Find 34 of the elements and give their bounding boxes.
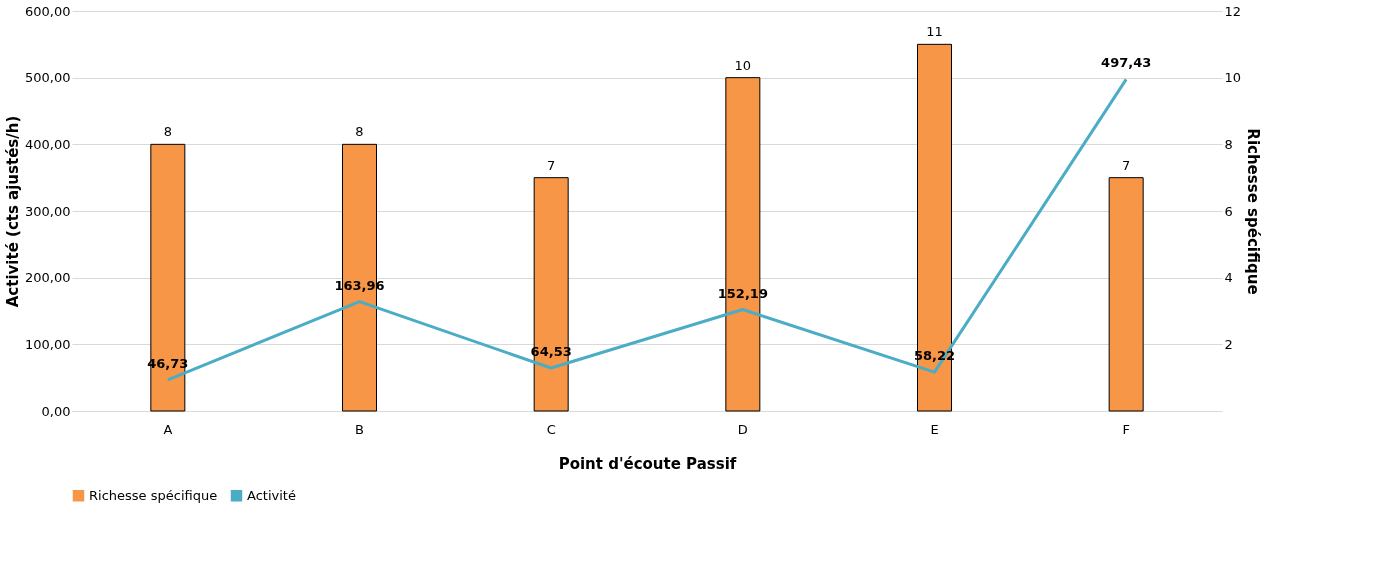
data-label: 8 (355, 124, 364, 140)
y-axis-title: Activité (cts ajustés/h) (4, 115, 23, 308)
bar (533, 177, 569, 412)
data-label: 8 (163, 124, 172, 140)
legend-label: Richesse spécifique (89, 487, 218, 503)
y-tick-label: 500,00 (25, 70, 71, 86)
y-tick-label: 200,00 (25, 270, 71, 286)
y2-tick-label: 12 (1224, 3, 1242, 19)
y-tick-label: 100,00 (25, 336, 71, 352)
y2-axis-title: Richesse spécifique (1244, 128, 1263, 295)
data-label: 7 (547, 157, 556, 173)
y-tick-label: 600,00 (25, 3, 71, 19)
x-tick-label: F (1122, 421, 1130, 437)
legend-label: Activité (247, 487, 296, 503)
data-label: 11 (926, 24, 943, 40)
y-tick-label: 300,00 (25, 203, 71, 219)
y2-tick-label: 6 (1224, 203, 1233, 219)
y2-tick-label: 2 (1224, 336, 1233, 352)
x-tick-label: A (163, 421, 173, 437)
x-tick-label: D (737, 421, 748, 437)
data-label: 10 (734, 57, 752, 73)
x-axis-title: Point d'écoute Passif (558, 454, 737, 473)
y2-tick-label: 4 (1224, 270, 1233, 286)
data-label: 497,43 (1101, 55, 1152, 71)
bar (917, 43, 952, 412)
x-tick-label: B (355, 421, 364, 437)
y2-tick-label: 10 (1224, 70, 1242, 86)
data-label: 7 (1122, 157, 1131, 173)
x-tick-label: C (546, 421, 556, 437)
y-tick-label: 0,00 (41, 403, 71, 419)
bar (1108, 177, 1144, 412)
y2-tick-label: 8 (1224, 136, 1233, 152)
x-tick-label: E (930, 421, 939, 437)
y-tick-label: 400,00 (25, 136, 71, 152)
